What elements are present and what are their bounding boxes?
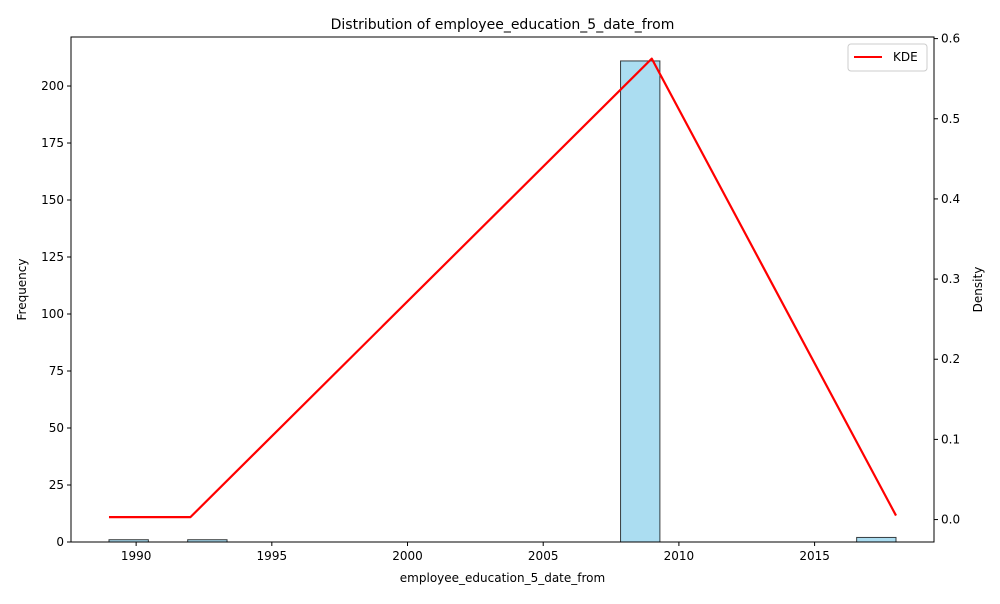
- histogram-bar-3: [856, 536, 897, 543]
- y2-axis-ticks: 0.0 0.1 0.2 0.3 0.4 0.5 0.6: [934, 32, 960, 527]
- y2-tick-label: 0.0: [941, 513, 960, 527]
- y-tick-label: 125: [41, 250, 64, 264]
- kde-line-0: [108, 57, 897, 519]
- plot-frame: [70, 36, 935, 543]
- histogram-bars: [108, 60, 897, 543]
- histogram-bar-2: [620, 60, 661, 543]
- x-tick-label: 2005: [528, 549, 559, 563]
- y-tick-label: 200: [41, 79, 64, 93]
- y2-tick-label: 0.6: [941, 32, 960, 46]
- y2-tick-label: 0.4: [941, 192, 960, 206]
- y-tick-label: 75: [49, 364, 64, 378]
- x-tick-label: 1995: [257, 549, 288, 563]
- y2-tick-label: 0.2: [941, 352, 960, 366]
- x-axis-label: employee_education_5_date_from: [400, 571, 605, 585]
- y2-tick-label: 0.5: [941, 112, 960, 126]
- legend-kde-label: KDE: [893, 50, 918, 64]
- y2-axis-label: Density: [971, 267, 985, 313]
- chart-title: Distribution of employee_education_5_dat…: [331, 17, 675, 33]
- y2-tick-label: 0.3: [941, 272, 960, 286]
- y2-tick-label: 0.1: [941, 432, 960, 446]
- x-tick-label: 2015: [799, 549, 830, 563]
- y-tick-label: 100: [41, 307, 64, 321]
- y-tick-label: 25: [49, 478, 64, 492]
- y-tick-label: 0: [56, 535, 64, 549]
- y-axis-ticks: 0 25 50 75 100 125 150 175 200: [41, 79, 71, 549]
- legend: KDE: [847, 43, 928, 72]
- x-tick-label: 1990: [121, 549, 152, 563]
- kde-series: [108, 57, 897, 519]
- y-tick-label: 50: [49, 421, 64, 435]
- legend-box: [847, 43, 928, 72]
- y-tick-label: 175: [41, 136, 64, 150]
- x-axis-ticks: 1990 1995 2000 2005 2010 2015: [121, 542, 830, 563]
- y-axis-label: Frequency: [15, 259, 29, 321]
- x-tick-label: 2010: [664, 549, 695, 563]
- y-tick-label: 150: [41, 193, 64, 207]
- x-tick-label: 2000: [392, 549, 423, 563]
